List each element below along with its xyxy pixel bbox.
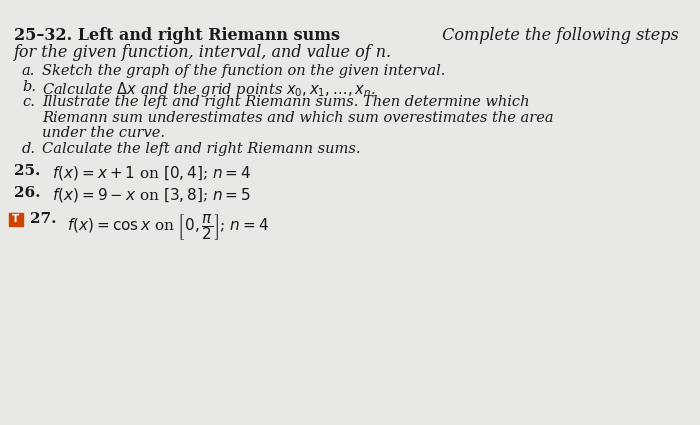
Text: Complete the following steps: Complete the following steps <box>438 27 679 44</box>
Text: b.: b. <box>22 79 36 94</box>
Text: $f(x) = 9 - x$ on $[3, 8]$; $n = 5$: $f(x) = 9 - x$ on $[3, 8]$; $n = 5$ <box>52 185 251 204</box>
Text: Calculate $\Delta x$ and the grid points $x_0, x_1, \ldots, x_n$.: Calculate $\Delta x$ and the grid points… <box>42 79 375 99</box>
Text: 26.: 26. <box>14 185 41 199</box>
Text: $f(x) = \cos x$ on $\left[0, \dfrac{\pi}{2}\right]$; $n = 4$: $f(x) = \cos x$ on $\left[0, \dfrac{\pi}… <box>67 212 269 241</box>
Text: c.: c. <box>22 95 35 109</box>
Text: Riemann sum underestimates and which sum overestimates the area: Riemann sum underestimates and which sum… <box>42 110 554 125</box>
Text: 25–32. Left and right Riemann sums: 25–32. Left and right Riemann sums <box>14 27 340 44</box>
FancyBboxPatch shape <box>9 212 23 226</box>
Text: $f(x) = x + 1$ on $[0, 4]$; $n = 4$: $f(x) = x + 1$ on $[0, 4]$; $n = 4$ <box>52 164 251 181</box>
Text: under the curve.: under the curve. <box>42 126 165 140</box>
Text: 27.: 27. <box>30 212 57 226</box>
Text: for the given function, interval, and value of n.: for the given function, interval, and va… <box>14 44 392 61</box>
Text: T: T <box>13 214 20 224</box>
Text: d.: d. <box>22 142 36 156</box>
Text: Calculate the left and right Riemann sums.: Calculate the left and right Riemann sum… <box>42 142 360 156</box>
Text: Illustrate the left and right Riemann sums. Then determine which: Illustrate the left and right Riemann su… <box>42 95 529 109</box>
Text: a.: a. <box>22 64 36 78</box>
Text: Sketch the graph of the function on the given interval.: Sketch the graph of the function on the … <box>42 64 445 78</box>
Text: 25.: 25. <box>14 164 41 178</box>
